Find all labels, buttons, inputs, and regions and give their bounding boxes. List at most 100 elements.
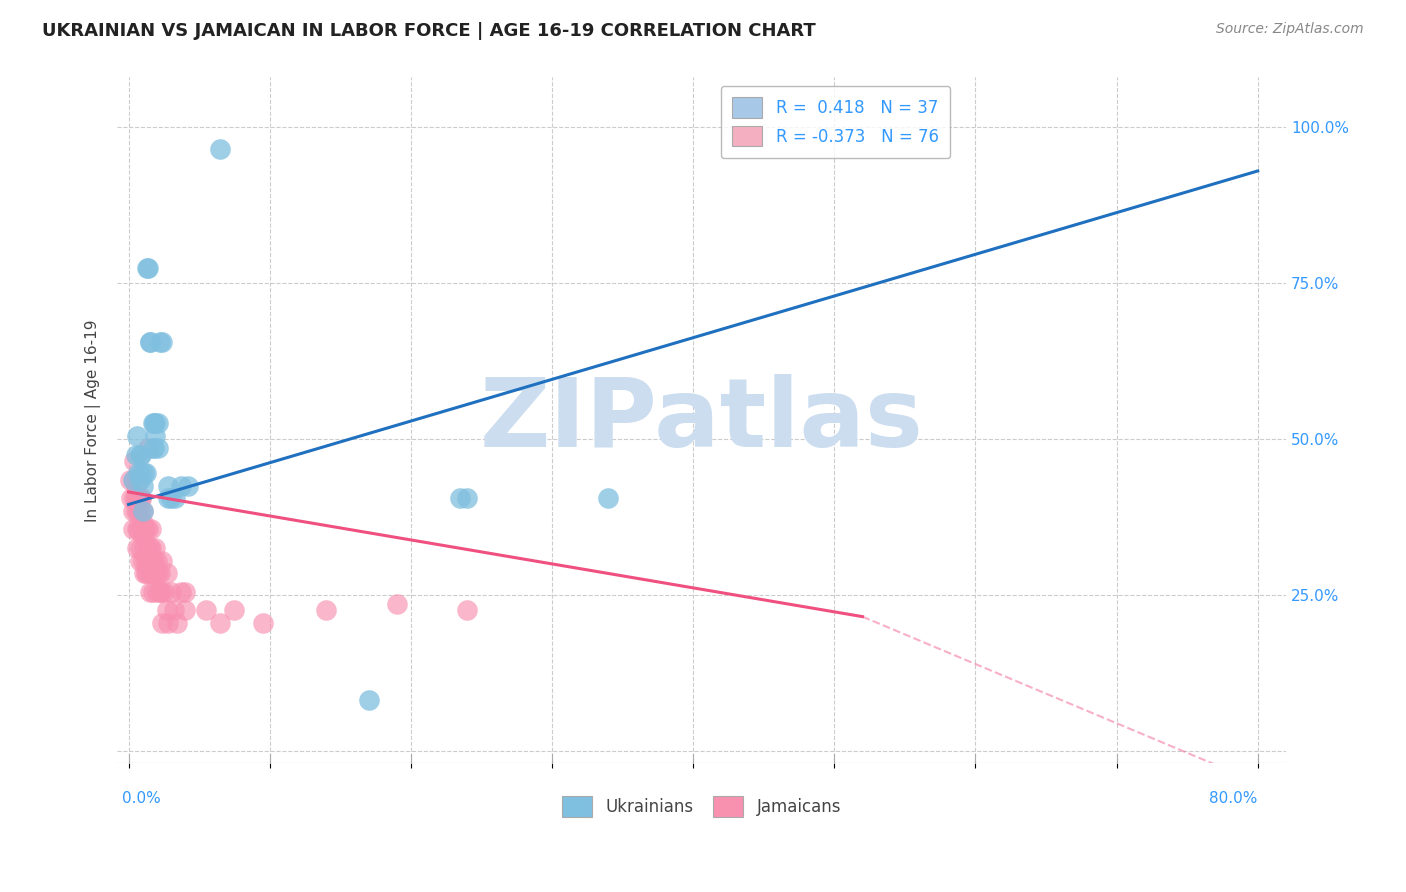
Point [131,553,153,567]
Point [131,504,153,518]
Point [357,692,380,706]
Legend: Ukrainians, Jamaicans: Ukrainians, Jamaicans [555,789,848,823]
Text: UKRAINIAN VS JAMAICAN IN LABOR FORCE | AGE 16-19 CORRELATION CHART: UKRAINIAN VS JAMAICAN IN LABOR FORCE | A… [42,22,815,40]
Point [121,473,143,487]
Point [129,491,152,506]
Point [135,553,157,567]
Point [121,522,143,536]
Point [142,566,165,580]
Point [195,603,218,617]
Point [124,479,146,493]
Point [138,335,160,350]
Point [141,522,163,536]
Point [125,429,148,443]
Point [143,417,166,431]
Point [128,473,150,487]
Point [128,553,150,567]
Point [152,615,174,630]
Point [127,467,149,481]
Point [136,522,159,536]
Point [148,566,170,580]
Point [142,442,165,456]
Point [124,504,146,518]
Point [174,603,197,617]
Point [138,541,160,555]
Point [160,584,183,599]
Point [128,448,150,462]
Point [135,566,157,580]
Point [152,553,174,567]
Point [156,603,179,617]
Point [125,541,148,555]
Point [128,504,150,518]
Point [127,504,149,518]
Point [174,584,197,599]
Point [157,491,180,506]
Point [134,566,156,580]
Point [252,615,274,630]
Point [449,491,471,506]
Point [127,473,149,487]
Point [166,615,188,630]
Point [141,541,163,555]
Point [598,491,620,506]
Point [148,417,170,431]
Point [145,541,167,555]
Point [153,584,176,599]
Point [143,442,166,456]
Point [127,522,149,536]
Point [150,584,173,599]
Point [134,553,156,567]
Point [122,473,145,487]
Text: Source: ZipAtlas.com: Source: ZipAtlas.com [1216,22,1364,37]
Point [142,584,165,599]
Point [136,260,159,275]
Point [129,491,152,506]
Point [129,448,152,462]
Point [141,566,163,580]
Point [160,491,183,506]
Point [165,491,187,506]
Point [132,467,155,481]
Point [131,516,153,530]
Point [138,553,160,567]
Point [134,467,156,481]
Point [224,603,246,617]
Point [122,454,145,468]
Point [143,553,166,567]
Point [121,504,143,518]
Point [149,566,172,580]
Point [170,584,193,599]
Point [209,142,232,156]
Point [138,584,160,599]
Point [142,553,165,567]
Point [122,491,145,506]
Point [124,448,146,462]
Point [138,335,160,350]
Point [163,603,186,617]
Point [125,491,148,506]
Point [132,541,155,555]
Point [157,479,180,493]
Point [129,467,152,481]
Text: 0.0%: 0.0% [121,791,160,806]
Point [129,522,152,536]
Point [135,260,157,275]
Point [136,442,159,456]
Point [157,615,180,630]
Text: ZIPatlas: ZIPatlas [479,374,924,467]
Point [146,553,169,567]
Point [145,429,167,443]
Point [315,603,337,617]
Point [136,553,159,567]
Point [135,541,157,555]
Point [128,541,150,555]
Point [152,335,174,350]
Point [209,615,232,630]
Y-axis label: In Labor Force | Age 16-19: In Labor Force | Age 16-19 [86,319,101,522]
Point [146,584,169,599]
Point [120,491,142,506]
Text: 80.0%: 80.0% [1209,791,1258,806]
Point [156,566,179,580]
Point [127,491,149,506]
